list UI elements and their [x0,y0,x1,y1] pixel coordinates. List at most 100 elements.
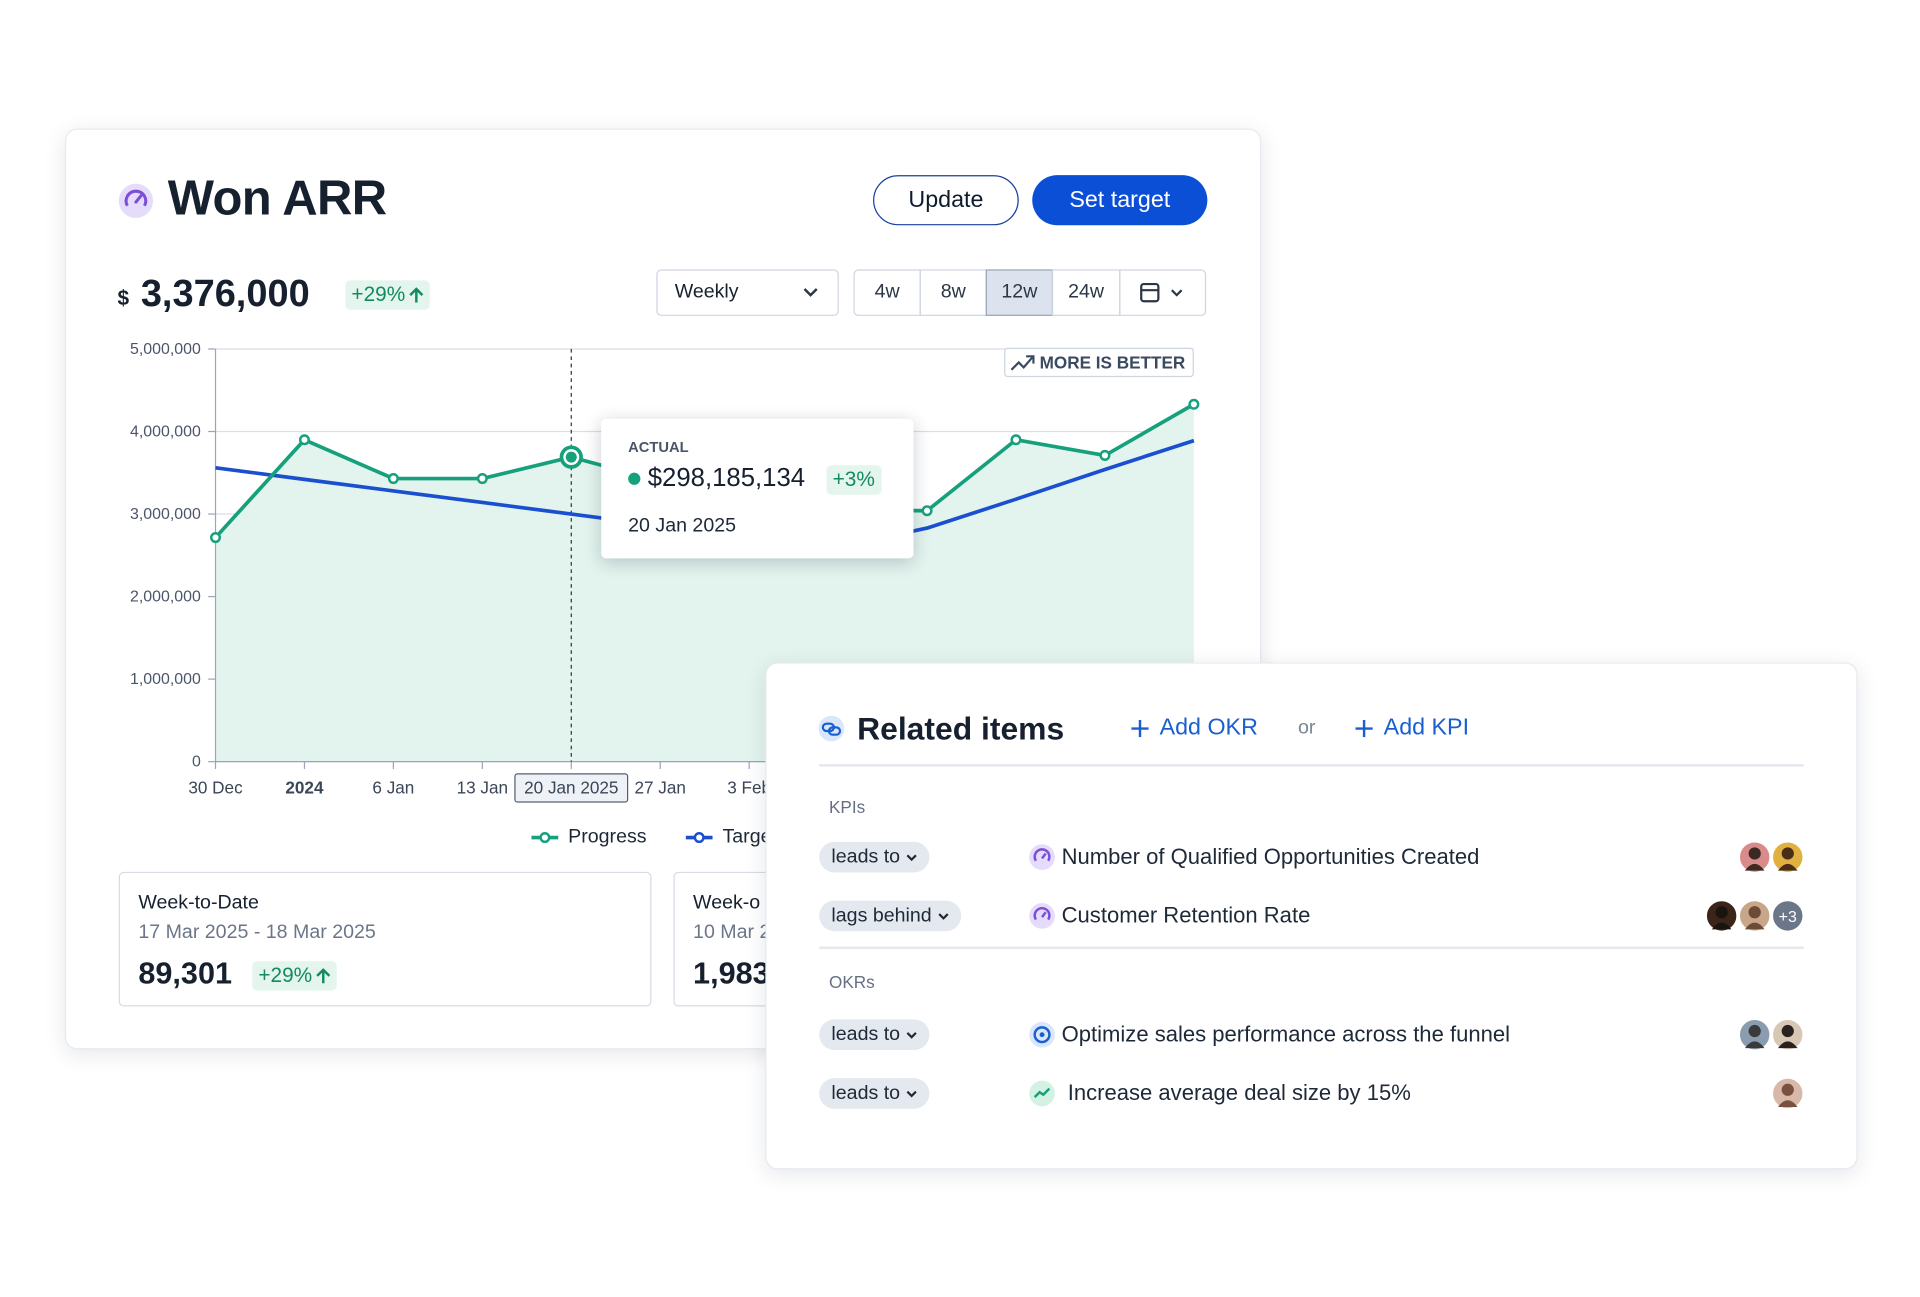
legend-marker [539,832,551,844]
legend-marker [693,832,705,844]
chevron [803,288,818,297]
item-name: Increase average deal size by 15% [1067,1080,1411,1106]
legend-item: Target [685,826,777,849]
up-arrow [316,968,331,984]
relation-text: leads to [831,1023,901,1045]
tooltip-heading: ACTUAL [628,438,689,456]
avatar-head [1715,906,1728,919]
related-title: Related items [857,710,1065,747]
or-text: or [1297,717,1316,739]
calendar-button[interactable] [1119,269,1207,316]
x-tick-highlight [514,773,629,803]
point [1010,434,1022,446]
add-kpi-text: Add KPI [1383,715,1470,741]
x-tick-label: 13 Jan [457,777,508,797]
avatar-more-text: +3 [1779,909,1797,926]
avatar-body [1744,922,1765,930]
chevron [938,912,949,920]
icon-fg [1033,848,1051,862]
avatar-body [1744,863,1765,871]
badge-text: MORE IS BETTER [1039,352,1186,373]
change-badge: +29% [345,280,430,310]
period-select[interactable]: Weekly [656,269,839,316]
chevron-path [906,1090,917,1097]
avatar-body [1744,1041,1765,1049]
change-text: +29% [258,963,313,987]
divider [819,946,1804,949]
item-icon [1029,903,1055,929]
point [387,473,399,485]
avatars: +3 [1704,898,1805,934]
summary-change: +29% [345,280,430,310]
section-label: KPIs [828,797,866,817]
section-label: OKRs [828,972,875,992]
legend-item: Progress [531,826,647,849]
plus-icon [1131,720,1149,738]
add-kpi[interactable]: Add KPI [1354,715,1469,742]
x-tick-label: 2024 [285,777,324,797]
calendar-icon [1139,282,1182,303]
relation-dropdown[interactable]: leads to [819,1019,930,1051]
currency: $ [117,286,130,310]
legend-label: Target [722,826,777,848]
change-text: +29% [351,282,406,307]
related-icon [818,715,845,742]
tooltip: ACTUAL $298,185,134 +3% 20 Jan 2025 [601,418,914,559]
set-target-button[interactable]: Set target [1032,175,1208,226]
relation-text: lags behind [831,904,932,926]
update-button[interactable]: Update [873,175,1019,226]
avatar-body [1711,922,1732,930]
legend-label: Progress [568,826,647,848]
point [210,532,222,544]
tooltip-dot [628,472,641,485]
y-tick-label: 5,000,000 [130,341,201,358]
item-icon [1029,1080,1055,1107]
divider [819,764,1804,767]
relation-text: leads to [831,846,901,867]
x-tick-label: 20 Jan 2025 [524,777,618,797]
x-tick-label: 6 Jan [372,777,414,797]
relation-dropdown[interactable]: lags behind [819,900,962,932]
more-is-better: MORE IS BETTER [1004,347,1194,378]
chevron-path [906,853,917,861]
plus-icon [1355,720,1373,738]
point [921,505,933,517]
item-icon [1029,844,1055,871]
stat-card: Week-to-Date 17 Mar 2025 - 18 Mar 2025 8… [118,871,652,1007]
legend-swatch [685,832,713,844]
tooltip-date: 20 Jan 2025 [628,515,737,537]
stat-dates: 17 Mar 2025 - 18 Mar 2025 [138,922,376,943]
tooltip-value: $298,185,134 [647,464,806,493]
change-text: +3% [826,465,882,495]
relation-dropdown[interactable]: leads to [819,1078,930,1109]
avatar-head [1748,906,1761,919]
avatar-body [1777,863,1798,871]
y-tick-label: 3,000,000 [130,506,201,523]
item-name: Number of Qualified Opportunities Create… [1061,844,1480,869]
item-name: Optimize sales performance across the fu… [1061,1021,1511,1047]
trend-icon [1010,355,1035,371]
icon-dot [1039,1032,1045,1038]
stat-dates: 10 Mar 2 [693,922,771,943]
tooltip-change: +3% [826,465,882,495]
stat-title: Week-to-Date [138,892,259,914]
avatars [1770,1076,1805,1111]
avatar-head [1748,847,1761,860]
icon-fg [1033,1026,1051,1044]
add-okr-text: Add OKR [1159,715,1258,741]
stat-value: 1,983 [693,956,770,991]
x-tick-label: 30 Dec [188,777,243,797]
relation-dropdown[interactable]: leads to [819,841,930,873]
x-tick-label: 27 Jan [635,777,686,797]
chevron [906,853,917,861]
change-badge: +29% [252,961,337,991]
add-okr[interactable]: Add OKR [1130,715,1258,742]
kpi-icon [118,183,154,218]
related-card: Related items Add OKR or Add KPI KPIs lea… [765,662,1858,1170]
avatars [1737,1017,1805,1052]
stat-value: 89,301 [138,956,233,991]
avatar-more [1770,898,1805,934]
legend: Progress Target [531,827,777,849]
